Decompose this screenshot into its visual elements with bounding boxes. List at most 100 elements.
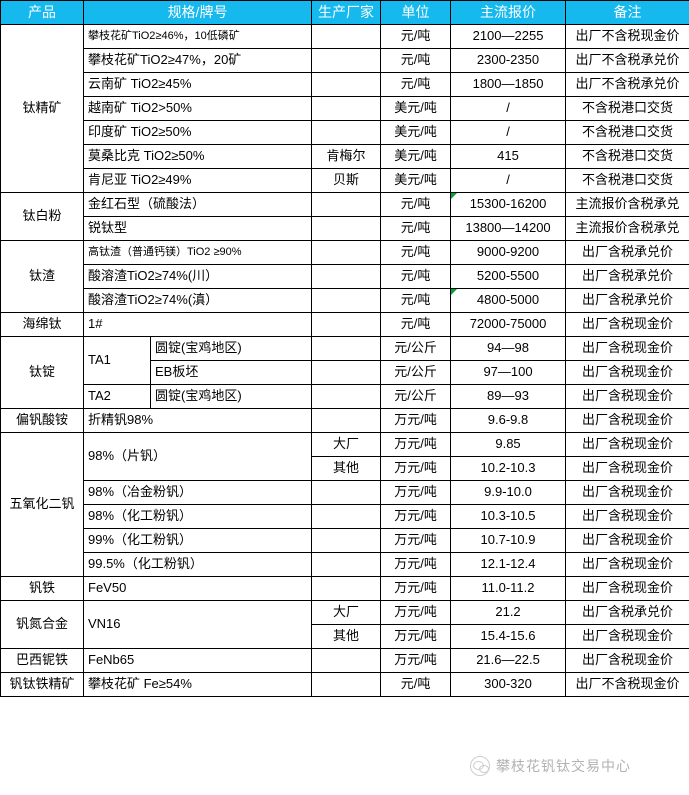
cell-remark: 出厂含税承兑价 (565, 600, 689, 625)
cell-sub-spec: 圆锭(宝鸡地区) (149, 384, 313, 409)
table-row: 98%（冶金粉钒） 万元/吨 9.9-10.0 出厂含税现金价 (1, 480, 689, 505)
cell-manufacturer (311, 480, 382, 505)
cell-price: 10.2-10.3 (450, 456, 567, 481)
cell-price: / (450, 96, 567, 121)
cell-price: 13800—14200 (450, 216, 567, 241)
cell-spec: VN16 (82, 600, 313, 649)
cell-unit: 万元/吨 (380, 552, 452, 577)
table-row: 巴西铌铁 FeNb65 万元/吨 21.6—22.5 出厂含税现金价 (0, 648, 689, 673)
cell-product: 偏钒酸铵 (0, 408, 84, 433)
cell-product: 钛渣 (0, 240, 84, 313)
cell-sub-spec: EB板坯 (149, 360, 313, 385)
cell-unit: 万元/吨 (380, 432, 452, 457)
cell-spec: 攀枝花矿TiO2≥47%，20矿 (82, 48, 313, 73)
cell-remark: 出厂含税现金价 (565, 480, 689, 505)
table-row: 钒铁 FeV50 万元/吨 11.0-11.2 出厂含税现金价 (0, 576, 689, 601)
cell-remark: 出厂不含税现金价 (565, 24, 689, 49)
cell-remark: 不含税港口交货 (565, 144, 689, 169)
header-cell-price: 主流报价 (450, 0, 567, 25)
cell-unit: 元/公斤 (380, 336, 452, 361)
cell-unit: 万元/吨 (380, 408, 452, 433)
cell-unit: 元/吨 (380, 264, 452, 289)
cell-unit: 美元/吨 (380, 144, 452, 169)
cell-unit: 元/公斤 (380, 360, 452, 385)
cell-unit: 元/吨 (380, 240, 452, 265)
cell-unit: 元/吨 (380, 72, 452, 97)
cell-manufacturer (311, 24, 382, 49)
cell-product: 五氧化二钒 (0, 432, 84, 577)
cell-spec: 98%（冶金粉钒） (82, 480, 313, 505)
table-row: 酸溶渣TiO2≥74%(滇） 元/吨 4800-5000 出厂含税承兑价 (1, 288, 689, 313)
cell-manufacturer (311, 672, 382, 697)
cell-manufacturer (311, 264, 382, 289)
table-header: 产品 规格/牌号 生产厂家 单位 主流报价 备注 (0, 0, 689, 25)
cell-remark: 出厂含税现金价 (565, 408, 689, 433)
cell-unit: 万元/吨 (380, 624, 452, 649)
table-row: 钒氮合金 VN16 大厂 万元/吨 21.2 出厂含税承兑价 (0, 600, 689, 649)
cell-unit: 美元/吨 (380, 168, 452, 193)
cell-manufacturer: 其他 (311, 456, 382, 481)
table-row: 其他 万元/吨 15.4-15.6 出厂含税现金价 (1, 624, 689, 649)
cell-remark: 出厂不含税承兑价 (565, 72, 689, 97)
cell-price: 12.1-12.4 (450, 552, 567, 577)
table-row: 肯尼亚 TiO2≥49% 贝斯 美元/吨 / 不含税港口交货 (1, 168, 689, 193)
cell-manufacturer (311, 72, 382, 97)
header-cell-product: 产品 (0, 0, 84, 25)
cell-product: 钒铁 (0, 576, 84, 601)
cell-spec: 99.5%（化工粉钒） (82, 552, 313, 577)
cell-spec: 折精钒98% (82, 408, 313, 433)
cell-remark: 出厂含税现金价 (565, 432, 689, 457)
watermark-text: 攀枝花钒钛交易中心 (496, 758, 631, 774)
cell-unit: 元/吨 (380, 288, 452, 313)
cell-price: 10.7-10.9 (450, 528, 567, 553)
cell-price: 9.85 (450, 432, 567, 457)
cell-spec: 高钛渣（普通钙镁）TiO2 ≥90% (82, 240, 313, 265)
cell-product: 钛精矿 (0, 24, 84, 193)
table-row: 钛精矿 攀枝花矿TiO2≥46%，10低磷矿 元/吨 2100—2255 出厂不含税现金… (0, 24, 689, 193)
cell-spec: 攀枝花矿TiO2≥46%，10低磷矿 (82, 24, 313, 49)
cell-manufacturer: 肯梅尔 (311, 144, 382, 169)
header-cell-remark: 备注 (565, 0, 689, 25)
table-row: 98%（化工粉钒） 万元/吨 10.3-10.5 出厂含税现金价 (1, 504, 689, 529)
cell-remark: 出厂含税现金价 (565, 528, 689, 553)
cell-spec: 98%（片钒） (82, 432, 313, 481)
cell-spec: 98%（化工粉钒） (82, 504, 313, 529)
table-row: 酸溶渣TiO2≥74%(川） 元/吨 5200-5500 出厂含税承兑价 (1, 264, 689, 289)
cell-manufacturer (311, 192, 382, 217)
cell-price: 2300-2350 (450, 48, 567, 73)
cell-spec: 金红石型（硫酸法） (82, 192, 313, 217)
cell-price: 72000-75000 (450, 312, 567, 337)
cell-price: 94—98 (450, 336, 567, 361)
cell-unit: 美元/吨 (380, 96, 452, 121)
cell-manufacturer (311, 384, 382, 409)
cell-price: 89—93 (450, 384, 567, 409)
wechat-icon (470, 756, 490, 776)
cell-remark: 出厂不含税承兑价 (565, 48, 689, 73)
cell-unit: 美元/吨 (380, 120, 452, 145)
cell-manufacturer (311, 528, 382, 553)
cell-manufacturer (311, 408, 382, 433)
table-row: 锐钛型 元/吨 13800—14200 主流报价含税承兑 (1, 216, 689, 241)
cell-remark: 主流报价含税承兑 (565, 216, 689, 241)
table-row: 99%（化工粉钒） 万元/吨 10.7-10.9 出厂含税现金价 (1, 528, 689, 553)
cell-unit: 元/吨 (380, 312, 452, 337)
cell-unit: 元/吨 (380, 192, 452, 217)
table-row: 莫桑比克 TiO2≥50% 肯梅尔 美元/吨 415 不含税港口交货 (1, 144, 689, 169)
cell-remark: 不含税港口交货 (565, 96, 689, 121)
cell-remark: 出厂含税承兑价 (565, 240, 689, 265)
cell-remark: 出厂含税现金价 (565, 576, 689, 601)
cell-manufacturer (311, 96, 382, 121)
cell-product: 海绵钛 (0, 312, 84, 337)
cell-remark: 出厂含税现金价 (565, 312, 689, 337)
cell-price: 97—100 (450, 360, 567, 385)
cell-manufacturer: 大厂 (311, 432, 382, 457)
cell-manufacturer (311, 360, 382, 385)
cell-spec: 云南矿 TiO2≥45% (82, 72, 313, 97)
cell-unit: 元/吨 (380, 672, 452, 697)
cell-product: 钒钛铁精矿 (0, 672, 84, 697)
cell-price: / (450, 168, 567, 193)
table-row: 海绵钛 1# 元/吨 72000-75000 出厂含税现金价 (0, 312, 689, 337)
cell-spec: FeNb65 (82, 648, 313, 673)
cell-spec: TA2 (83, 384, 151, 409)
